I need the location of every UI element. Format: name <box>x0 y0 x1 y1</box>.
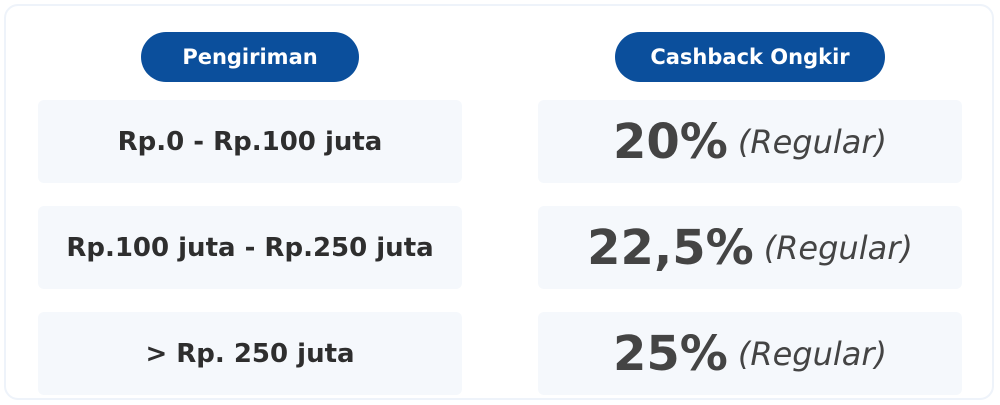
header-pill: Cashback Ongkir <box>615 32 885 82</box>
cashback-cell: 22,5% (Regular) <box>538 206 962 289</box>
range-text: > Rp. 250 juta <box>145 338 355 369</box>
cashback-value: 20% <box>612 113 728 170</box>
cashback-cell: 20% (Regular) <box>538 100 962 183</box>
cashback-value: 25% <box>612 325 728 382</box>
cashback-cell: 25% (Regular) <box>538 312 962 395</box>
range-cell: Rp.0 - Rp.100 juta <box>38 100 462 183</box>
cashback-note: (Regular) <box>763 228 913 267</box>
range-cell: Rp.100 juta - Rp.250 juta <box>38 206 462 289</box>
range-text: Rp.100 juta - Rp.250 juta <box>66 232 434 263</box>
frame <box>4 4 994 400</box>
header-pill: Pengiriman <box>141 32 359 82</box>
range-cell: > Rp. 250 juta <box>38 312 462 395</box>
cashback-value: 22,5% <box>587 219 754 276</box>
cashback-note: (Regular) <box>737 122 888 161</box>
cashback-note: (Regular) <box>737 334 888 373</box>
range-text: Rp.0 - Rp.100 juta <box>117 126 383 157</box>
